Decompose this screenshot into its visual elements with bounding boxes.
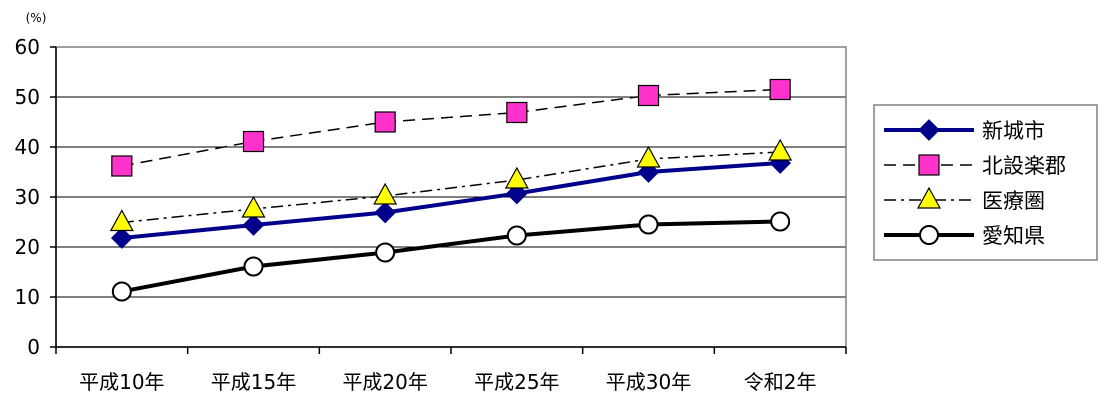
y-tick-label: 60: [15, 35, 40, 59]
legend-marker: [918, 119, 940, 141]
data-point: [638, 214, 659, 235]
data-point: [242, 130, 265, 153]
y-tick-label: 10: [15, 285, 40, 309]
legend-label: 医療圏: [982, 189, 1045, 213]
legend-marker: [919, 225, 939, 245]
x-tick-label: 平成10年: [79, 370, 164, 394]
legend-marker: [918, 154, 940, 176]
data-point: [375, 242, 396, 263]
data-point: [243, 256, 264, 277]
data-point: [242, 214, 265, 236]
series-1: [110, 152, 792, 249]
data-point: [111, 155, 133, 177]
series-2: [111, 78, 791, 177]
data-point: [506, 225, 527, 246]
y-tick-label: 50: [15, 85, 40, 109]
data-point: [374, 111, 396, 133]
series-line: [121, 88, 781, 167]
data-point: [111, 281, 132, 302]
legend-label: 北設楽郡: [982, 154, 1066, 178]
legend-label: 愛知県: [982, 224, 1045, 248]
x-tick-label: 平成25年: [474, 370, 559, 394]
x-tick-label: 令和2年: [744, 370, 817, 394]
y-unit-label: (%): [26, 11, 47, 25]
data-point: [506, 101, 528, 124]
data-point: [636, 145, 661, 168]
x-tick-label: 平成20年: [342, 370, 427, 394]
data-point: [769, 78, 791, 101]
data-point: [637, 84, 660, 107]
series-line: [121, 219, 781, 294]
y-tick-label: 30: [15, 185, 40, 209]
axes: 0 10 20 30 40 50 60 平成10年 平成15年 平成20年 平成25年 平成30年 令和…: [15, 35, 847, 394]
x-tick-label: 平成30年: [606, 370, 691, 394]
data-point: [768, 138, 793, 161]
data-point: [109, 209, 134, 232]
legend-item-2: 北設楽郡: [884, 154, 1066, 178]
y-tick-label: 0: [27, 335, 40, 359]
y-tick-label: 40: [15, 135, 40, 159]
data-point: [504, 166, 529, 189]
series-line: [121, 151, 781, 224]
legend-marker: [916, 186, 942, 209]
series-group: [109, 78, 793, 302]
y-tick-label: 20: [15, 235, 40, 259]
x-tick-label: 平成15年: [211, 370, 296, 394]
series-4: [111, 211, 791, 302]
legend-label: 新城市: [982, 119, 1045, 143]
gridlines: [56, 96, 846, 298]
data-point: [374, 201, 397, 224]
data-point: [241, 195, 266, 218]
data-point: [110, 227, 133, 249]
series-3: [109, 138, 793, 232]
legend-item-4: 愛知県: [884, 224, 1045, 248]
legend-item-3: 医療圏: [884, 186, 1045, 213]
legend-item-1: 新城市: [884, 119, 1045, 143]
data-point: [373, 182, 398, 205]
data-point: [770, 211, 791, 232]
series-line: [121, 161, 781, 240]
